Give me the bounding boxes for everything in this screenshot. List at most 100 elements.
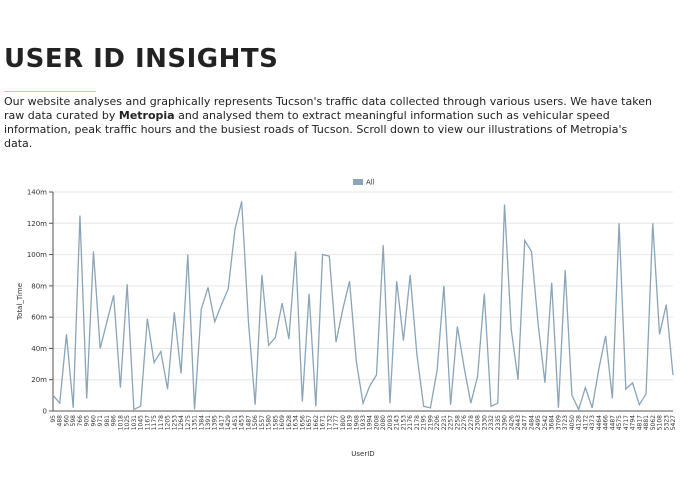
- x-tick-label: 4717: [623, 415, 630, 430]
- x-tick-label: 1018: [117, 415, 124, 430]
- x-tick-label: 488: [57, 415, 64, 427]
- x-tick-label: 2143: [394, 415, 401, 430]
- x-tick-label: 2542: [542, 415, 549, 430]
- x-tick-label: 2008: [373, 415, 380, 430]
- x-tick-label: 5062: [650, 415, 657, 430]
- x-tick-label: 3723: [562, 415, 569, 430]
- x-tick-label: 1384: [198, 415, 205, 430]
- y-tick-label: 80m: [31, 282, 47, 290]
- x-tick-label: 4487: [609, 415, 616, 430]
- x-tick-label: 5323: [663, 415, 670, 430]
- x-tick-label: 1395: [212, 415, 219, 430]
- legend-swatch: [353, 179, 363, 185]
- x-tick-label: 1045: [138, 415, 145, 430]
- heading-rule: [4, 91, 96, 92]
- y-tick-label: 100m: [27, 251, 47, 259]
- x-tick-label: 1429: [225, 415, 232, 430]
- x-tick-label: 2335: [495, 415, 502, 430]
- x-tick-label: 3684: [549, 415, 556, 430]
- x-tick-label: 1656: [299, 415, 306, 430]
- x-tick-label: 1487: [245, 415, 252, 430]
- y-tick-label: 60m: [31, 314, 47, 322]
- x-tick-label: 598: [70, 415, 77, 427]
- x-tick-label: 1732: [326, 415, 333, 430]
- intro-text: Metropia: [118, 109, 175, 122]
- x-tick-label: 4172: [582, 415, 589, 430]
- x-tick-label: 2426: [508, 415, 515, 430]
- x-tick-label: 2495: [535, 415, 542, 430]
- x-tick-label: 4794: [630, 415, 637, 430]
- x-tick-label: 905: [84, 415, 91, 427]
- x-tick-label: 1662: [313, 415, 320, 430]
- x-tick-label: 1178: [158, 415, 165, 430]
- x-tick-label: 2153: [400, 415, 407, 430]
- x-tick-label: 2484: [528, 415, 535, 430]
- x-tick-label: 2080: [380, 415, 387, 430]
- x-tick-label: 1506: [252, 415, 259, 430]
- intro: Our website analyses and graphically rep…: [4, 95, 654, 151]
- x-tick-label: 1175: [151, 415, 158, 430]
- x-tick-label: 981: [104, 415, 111, 427]
- legend-label: All: [366, 179, 375, 187]
- x-tick-label: 2443: [515, 415, 522, 430]
- x-tick-label: 1205: [165, 415, 172, 430]
- x-tick-label: 1933: [360, 415, 367, 430]
- x-tick-label: 2258: [454, 415, 461, 430]
- x-tick-label: 4575: [616, 415, 623, 430]
- y-tick-label: 140m: [27, 189, 47, 197]
- x-tick-label: 4817: [636, 415, 643, 430]
- x-tick-label: 5108: [657, 415, 664, 430]
- x-tick-label: 2176: [407, 415, 414, 430]
- x-tick-label: 986: [111, 415, 118, 427]
- x-tick-label: 2199: [427, 415, 434, 430]
- x-tick-label: 2195: [421, 415, 428, 430]
- x-tick-label: 2330: [481, 415, 488, 430]
- x-tick-label: 1994: [367, 415, 374, 430]
- x-tick-label: 4128: [576, 415, 583, 430]
- x-tick-label: 1657: [306, 415, 313, 430]
- x-tick-label: 2308: [475, 415, 482, 430]
- y-axis-label: Total_Time: [16, 283, 24, 321]
- x-tick-label: 1417: [218, 415, 225, 430]
- x-tick-label: 1634: [293, 415, 300, 430]
- x-tick-label: 2278: [468, 415, 475, 430]
- x-tick-label: 1580: [266, 415, 273, 430]
- x-tick-label: 1275: [185, 415, 192, 430]
- x-axis-label: UserID: [351, 450, 374, 458]
- x-tick-label: 1253: [171, 415, 178, 430]
- x-tick-label: 2257: [448, 415, 455, 430]
- x-tick-label: 2390: [502, 415, 509, 430]
- x-tick-label: 2477: [522, 415, 529, 430]
- x-tick-label: 3709: [555, 415, 562, 430]
- y-tick-label: 40m: [31, 345, 47, 353]
- x-tick-label: 1777: [333, 415, 340, 430]
- x-tick-label: 1451: [232, 415, 239, 430]
- x-tick-label: 971: [97, 415, 104, 427]
- x-tick-label: 95: [50, 415, 57, 423]
- x-tick-label: 1585: [272, 415, 279, 430]
- x-tick-label: 1264: [178, 415, 185, 430]
- x-tick-label: 4466: [603, 415, 610, 430]
- x-tick-label: 960: [90, 415, 97, 427]
- x-tick-label: 2178: [414, 415, 421, 430]
- x-tick-label: 1908: [353, 415, 360, 430]
- x-tick-label: 1609: [279, 415, 286, 430]
- x-tick-label: 1391: [205, 415, 212, 430]
- x-tick-label: 1025: [124, 415, 131, 430]
- heading: USER ID INSIGHTS: [4, 44, 279, 74]
- series-line: [52, 201, 674, 412]
- x-tick-label: 2206: [434, 415, 441, 430]
- y-tick-label: 120m: [27, 220, 47, 228]
- y-tick-label: 20m: [31, 376, 47, 384]
- x-tick-label: 1819: [347, 415, 354, 430]
- x-tick-label: 1671: [320, 415, 327, 430]
- x-tick-label: 4464: [596, 415, 603, 430]
- x-tick-label: 4881: [643, 415, 650, 430]
- intro-text: and analysed them to extract meaningful …: [4, 109, 628, 150]
- x-tick-label: 1031: [131, 415, 138, 430]
- x-tick-label: 2093: [387, 415, 394, 430]
- x-tick-label: 1453: [239, 415, 246, 430]
- x-tick-label: 4373: [589, 415, 596, 430]
